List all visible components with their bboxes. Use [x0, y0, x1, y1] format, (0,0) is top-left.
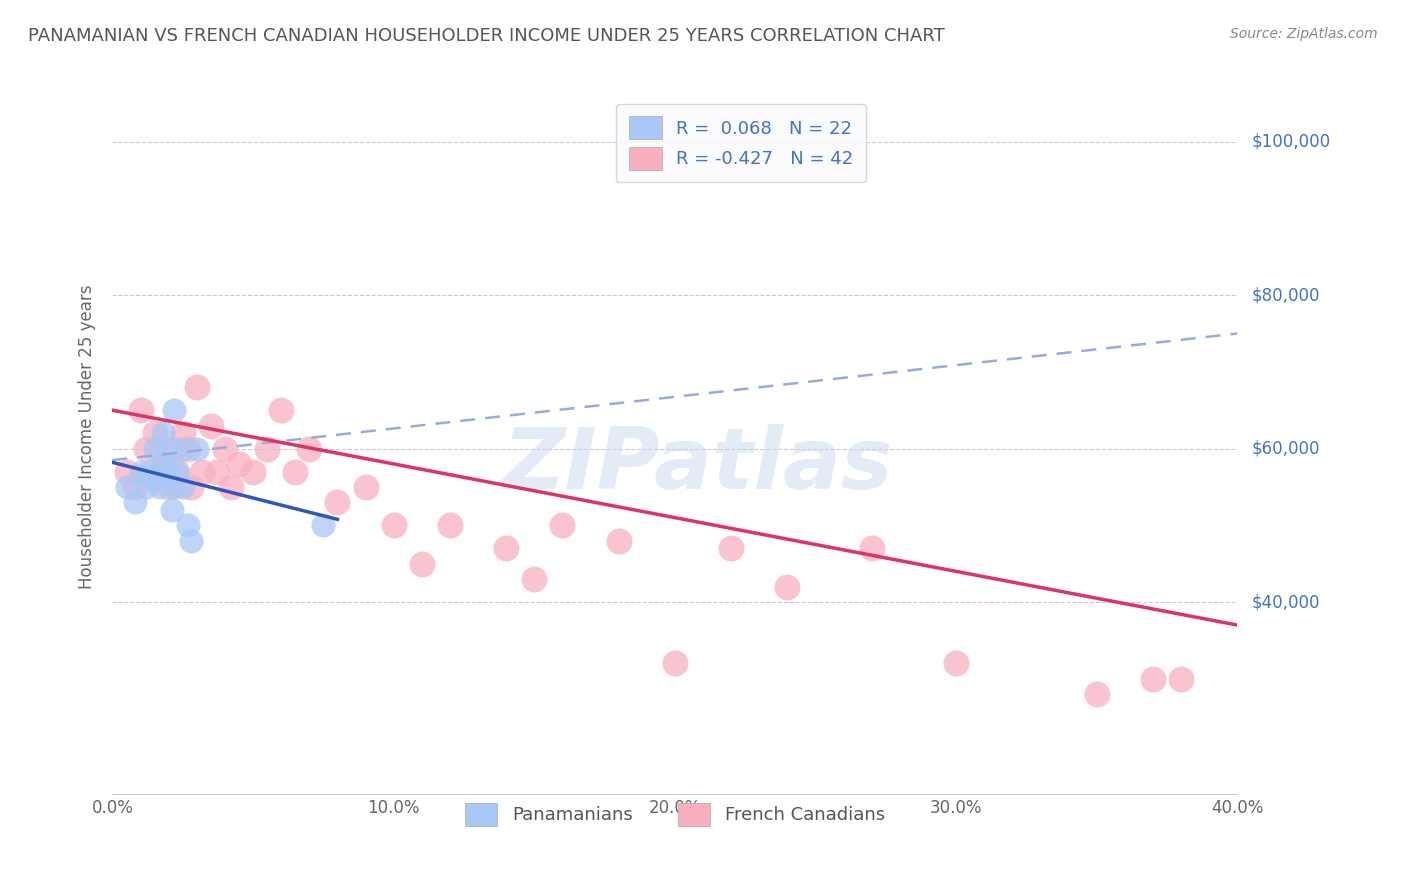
Text: $100,000: $100,000 [1251, 133, 1330, 151]
Point [326, 495, 349, 509]
Point [256, 442, 278, 456]
Point [124, 480, 146, 494]
Point [152, 426, 174, 441]
Point [312, 518, 335, 533]
Point [172, 480, 194, 494]
Point [166, 465, 188, 479]
Point [163, 403, 186, 417]
Point [551, 518, 574, 533]
Point [157, 465, 180, 479]
Point [720, 541, 742, 556]
Point [177, 518, 200, 533]
Text: PANAMANIAN VS FRENCH CANADIAN HOUSEHOLDER INCOME UNDER 25 YEARS CORRELATION CHAR: PANAMANIAN VS FRENCH CANADIAN HOUSEHOLDE… [28, 27, 945, 45]
Point [152, 457, 174, 471]
Point [138, 465, 160, 479]
Point [270, 403, 292, 417]
Point [776, 580, 799, 594]
Point [186, 380, 208, 394]
Point [129, 403, 152, 417]
Point [354, 480, 377, 494]
Point [382, 518, 405, 533]
Point [200, 418, 222, 433]
Point [172, 442, 194, 456]
Point [205, 465, 228, 479]
Text: $40,000: $40,000 [1251, 593, 1320, 611]
Point [166, 465, 188, 479]
Point [1170, 672, 1192, 686]
Point [160, 503, 183, 517]
Point [219, 480, 242, 494]
Point [157, 442, 180, 456]
Legend: Panamanians, French Canadians: Panamanians, French Canadians [456, 794, 894, 835]
Point [177, 442, 200, 456]
Point [163, 442, 186, 456]
Point [135, 442, 157, 456]
Point [143, 442, 166, 456]
Point [149, 480, 172, 494]
Point [180, 533, 202, 548]
Point [135, 480, 157, 494]
Point [115, 480, 138, 494]
Point [1085, 687, 1108, 701]
Point [157, 480, 180, 494]
Point [1142, 672, 1164, 686]
Text: Source: ZipAtlas.com: Source: ZipAtlas.com [1230, 27, 1378, 41]
Point [664, 657, 686, 671]
Text: $60,000: $60,000 [1251, 440, 1320, 458]
Point [607, 533, 630, 548]
Point [180, 480, 202, 494]
Text: ZIPatlas: ZIPatlas [502, 424, 893, 508]
Point [214, 442, 236, 456]
Point [143, 426, 166, 441]
Point [149, 465, 172, 479]
Point [523, 572, 546, 586]
Point [191, 465, 214, 479]
Point [186, 442, 208, 456]
Point [129, 465, 152, 479]
Point [228, 457, 250, 471]
Point [495, 541, 517, 556]
Point [152, 457, 174, 471]
Text: $80,000: $80,000 [1251, 286, 1320, 304]
Point [411, 557, 433, 571]
Y-axis label: Householder Income Under 25 years: Householder Income Under 25 years [77, 285, 96, 590]
Point [860, 541, 883, 556]
Point [439, 518, 461, 533]
Point [284, 465, 307, 479]
Point [143, 472, 166, 486]
Point [945, 657, 967, 671]
Point [298, 442, 321, 456]
Point [115, 465, 138, 479]
Point [242, 465, 264, 479]
Point [124, 495, 146, 509]
Point [172, 426, 194, 441]
Point [163, 480, 186, 494]
